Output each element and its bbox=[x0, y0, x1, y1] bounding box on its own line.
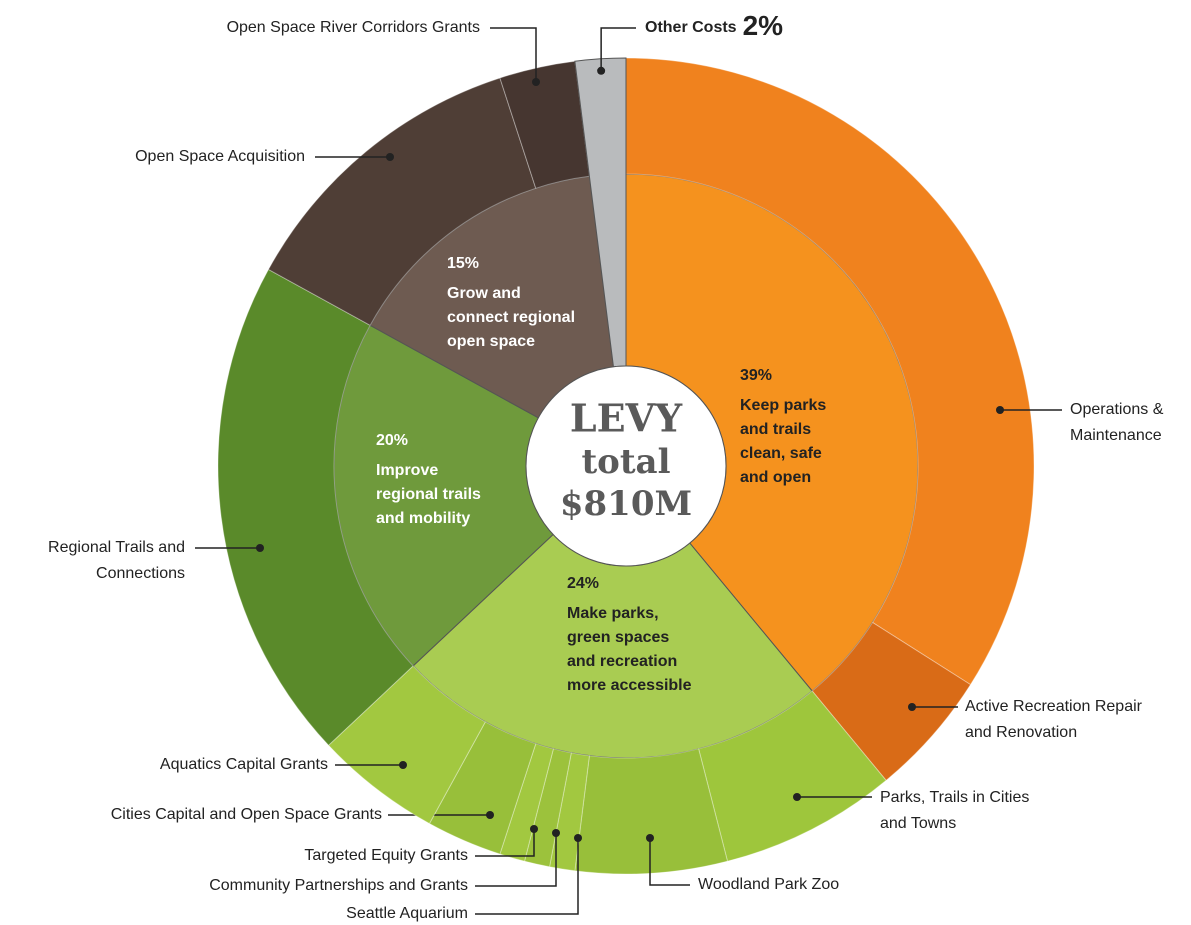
leader-line bbox=[490, 27, 537, 82]
label-line: Seattle Aquarium bbox=[346, 905, 468, 922]
other-label: Other Costs 2% bbox=[645, 10, 783, 41]
center-label: $810M bbox=[560, 484, 692, 524]
outer-segment bbox=[574, 748, 729, 875]
segment-label: Cities Capital and Open Space Grants bbox=[111, 806, 382, 823]
label-line: Regional Trails and bbox=[48, 539, 185, 556]
segment-label: Community Partnerships and Grants bbox=[209, 877, 468, 894]
leader-dot bbox=[530, 825, 538, 833]
group-value: 39% bbox=[740, 367, 772, 384]
group-value: 24% bbox=[567, 575, 599, 592]
label-line: Improve bbox=[376, 462, 438, 479]
segment-label: Operations & Maintenance bbox=[1070, 401, 1164, 444]
leader-line bbox=[475, 833, 557, 887]
label-line: Operations & bbox=[1070, 401, 1164, 418]
label-line: and Renovation bbox=[965, 724, 1077, 741]
outer-segment bbox=[499, 743, 554, 862]
leader-dot bbox=[908, 703, 916, 711]
label-line: Other Costs bbox=[645, 19, 737, 36]
leader-line bbox=[600, 27, 636, 71]
segment-label: Active Recreation Repair and Renovation bbox=[965, 698, 1143, 741]
group-label: Grow and connect regional open space bbox=[447, 285, 575, 350]
segment-label: Parks, Trails in Cities and Towns bbox=[880, 789, 1029, 832]
outer-segment bbox=[548, 752, 590, 872]
label-line: connect regional bbox=[447, 309, 575, 326]
label-line: and open bbox=[740, 469, 811, 486]
segment-label: Woodland Park Zoo bbox=[698, 876, 839, 893]
outer-segment bbox=[811, 621, 972, 782]
center-label: LEVY bbox=[570, 396, 683, 441]
leader-dot bbox=[256, 544, 264, 552]
label-line: Open Space Acquisition bbox=[135, 148, 305, 165]
leader-dot bbox=[597, 66, 606, 75]
label-line: Active Recreation Repair bbox=[965, 698, 1143, 715]
group-label: Improve regional trails and mobility bbox=[376, 462, 481, 527]
leader-dot bbox=[793, 793, 801, 801]
label-line: Woodland Park Zoo bbox=[698, 876, 839, 893]
outer-segment bbox=[625, 57, 1035, 686]
label-line: Open Space River Corridors Grants bbox=[227, 19, 480, 36]
label-line: Keep parks bbox=[740, 397, 826, 414]
group-value: 20% bbox=[376, 432, 408, 449]
label-line: and Towns bbox=[880, 815, 956, 832]
outer-segment bbox=[217, 268, 414, 747]
label-line: Targeted Equity Grants bbox=[304, 847, 468, 864]
other-value: 2% bbox=[743, 10, 784, 41]
outer-segment bbox=[267, 77, 537, 327]
label-line: open space bbox=[447, 333, 535, 350]
leader-dot bbox=[486, 811, 494, 819]
segment-label: Seattle Aquarium bbox=[346, 905, 468, 922]
leader-dot bbox=[996, 406, 1004, 414]
leader-dot bbox=[532, 78, 540, 86]
label-line: green spaces bbox=[567, 629, 669, 646]
label-line: Connections bbox=[96, 565, 185, 582]
leader-dot bbox=[386, 153, 394, 161]
center-label: total bbox=[581, 442, 670, 482]
label-line: Make parks, bbox=[567, 605, 659, 622]
group-label: Keep parks and trails clean, safe and open bbox=[740, 397, 826, 486]
label-line: regional trails bbox=[376, 486, 481, 503]
outer-segment bbox=[523, 748, 572, 868]
label-line: Grow and bbox=[447, 285, 521, 302]
label-line: and trails bbox=[740, 421, 811, 438]
leader-line bbox=[475, 838, 579, 915]
label-line: and recreation bbox=[567, 653, 677, 670]
label-line: Cities Capital and Open Space Grants bbox=[111, 806, 382, 823]
segment-label: Open Space Acquisition bbox=[135, 148, 305, 165]
group-label: Make parks, green spaces and recreation mor… bbox=[567, 605, 692, 694]
leader-line bbox=[475, 829, 535, 857]
segment-label: Open Space River Corridors Grants bbox=[227, 19, 480, 36]
leader-dot bbox=[399, 761, 407, 769]
segment-label: Regional Trails and Connections bbox=[48, 539, 185, 582]
label-line: Maintenance bbox=[1070, 427, 1162, 444]
label-line: Parks, Trails in Cities bbox=[880, 789, 1029, 806]
leader-line bbox=[649, 838, 690, 886]
leader-dot bbox=[552, 829, 560, 837]
leader-dot bbox=[574, 834, 582, 842]
label-line: clean, safe bbox=[740, 445, 822, 462]
leader-dot bbox=[646, 834, 654, 842]
segment-label: Targeted Equity Grants bbox=[304, 847, 468, 864]
label-line: more accessible bbox=[567, 677, 692, 694]
label-line: and mobility bbox=[376, 510, 470, 527]
label-line: Community Partnerships and Grants bbox=[209, 877, 468, 894]
segment-label: Aquatics Capital Grants bbox=[160, 756, 328, 773]
center-hole bbox=[525, 365, 727, 567]
label-line: Aquatics Capital Grants bbox=[160, 756, 328, 773]
group-value: 15% bbox=[447, 255, 479, 272]
